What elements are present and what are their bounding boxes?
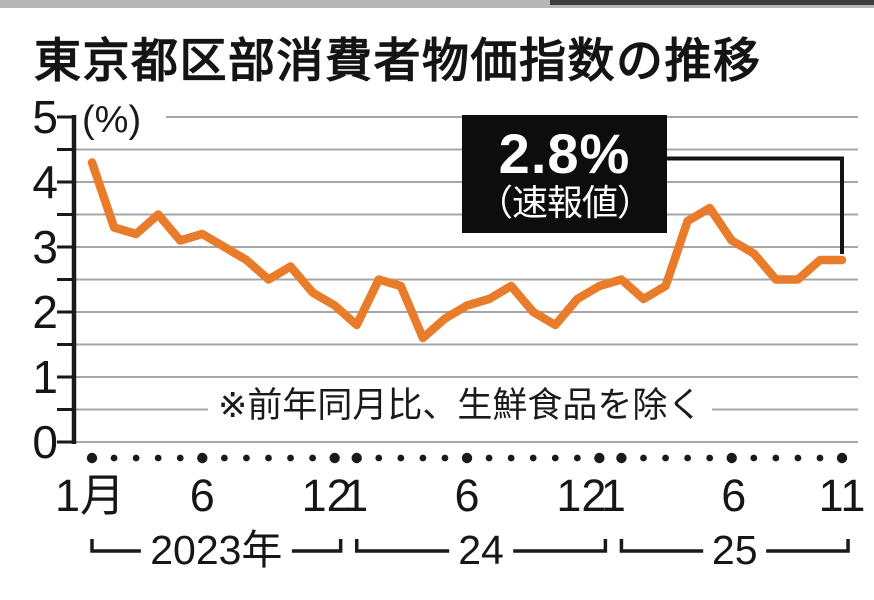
x-axis-tick-dot	[197, 452, 208, 464]
x-axis-tick-dot	[397, 454, 405, 462]
x-axis-tick-dot	[309, 454, 316, 462]
y-axis-label: 5	[32, 91, 58, 143]
x-axis-label: 6	[189, 470, 215, 521]
x-axis-tick-dot	[750, 454, 758, 462]
x-axis-tick-dot	[461, 452, 473, 464]
y-axis-label: 2	[32, 286, 58, 338]
x-axis-tick-dot	[176, 454, 184, 462]
x-axis-tick-dot	[132, 454, 140, 462]
x-axis-tick-dot	[375, 454, 383, 462]
x-axis-tick-dot	[329, 452, 340, 464]
x-axis-label: 12	[301, 470, 352, 521]
x-axis-tick-dot	[816, 454, 824, 462]
image-top-border	[0, 0, 874, 8]
x-axis-tick-dot	[351, 452, 362, 464]
y-axis-unit-label: (%)	[82, 99, 142, 141]
year-label: 25	[702, 527, 767, 574]
chart-note: ※前年同月比、生鮮食品を除く	[208, 384, 713, 429]
y-axis-label: 0	[32, 416, 58, 468]
x-axis-tick-dot	[726, 452, 737, 464]
x-axis-tick-dot	[794, 454, 802, 462]
x-axis-tick-dot	[507, 454, 515, 462]
x-axis-label: 11	[818, 470, 866, 521]
x-axis-tick-dot	[220, 454, 228, 462]
x-axis-tick-dot	[485, 454, 493, 462]
callout-value: 2.8%	[498, 122, 631, 186]
x-axis-tick-dot	[616, 452, 627, 464]
x-axis-tick-dot	[154, 454, 162, 462]
chart-title: 東京都区部消費者物価指数の推移	[34, 34, 762, 87]
x-axis-label: 12	[556, 470, 607, 521]
x-axis-tick-dot	[441, 454, 449, 462]
y-axis-label: 3	[32, 221, 58, 273]
x-axis-label: 1	[600, 470, 626, 521]
x-axis-tick-dot	[836, 452, 848, 464]
x-axis-tick-dot	[243, 454, 250, 462]
x-axis-label: 1月	[54, 470, 126, 521]
callout-box: 2.8% （速報値）	[462, 115, 667, 233]
year-label: 24	[449, 527, 513, 574]
x-axis-tick-dot	[110, 454, 118, 462]
x-axis-tick-dot	[265, 454, 272, 462]
x-axis-tick-dot	[551, 454, 559, 462]
year-label: 2023年	[141, 527, 292, 574]
x-axis-tick-dot	[287, 454, 294, 462]
x-axis-tick-dot	[772, 454, 780, 462]
x-axis-tick-dot	[419, 454, 427, 462]
x-axis-tick-dot	[529, 454, 537, 462]
x-axis-tick-dot	[86, 452, 98, 464]
x-axis-tick-dot	[573, 454, 581, 462]
callout-connector-line	[667, 156, 844, 254]
image-top-border-dark	[550, 0, 874, 5]
x-axis-tick-dot	[684, 454, 692, 462]
x-axis-tick-dot	[706, 454, 714, 462]
x-axis-label: 6	[454, 470, 480, 521]
x-axis-label: 6	[721, 470, 747, 521]
y-axis-label: 1	[32, 351, 58, 403]
cpi-line-series	[87, 158, 847, 343]
x-axis-label: 1	[343, 470, 369, 521]
x-axis-tick-dot	[594, 452, 605, 464]
y-axis-label: 4	[32, 156, 58, 208]
callout-qualifier: （速報値）	[476, 182, 653, 224]
x-axis-tick-dot	[662, 454, 669, 462]
x-axis-tick-dot	[640, 454, 647, 462]
